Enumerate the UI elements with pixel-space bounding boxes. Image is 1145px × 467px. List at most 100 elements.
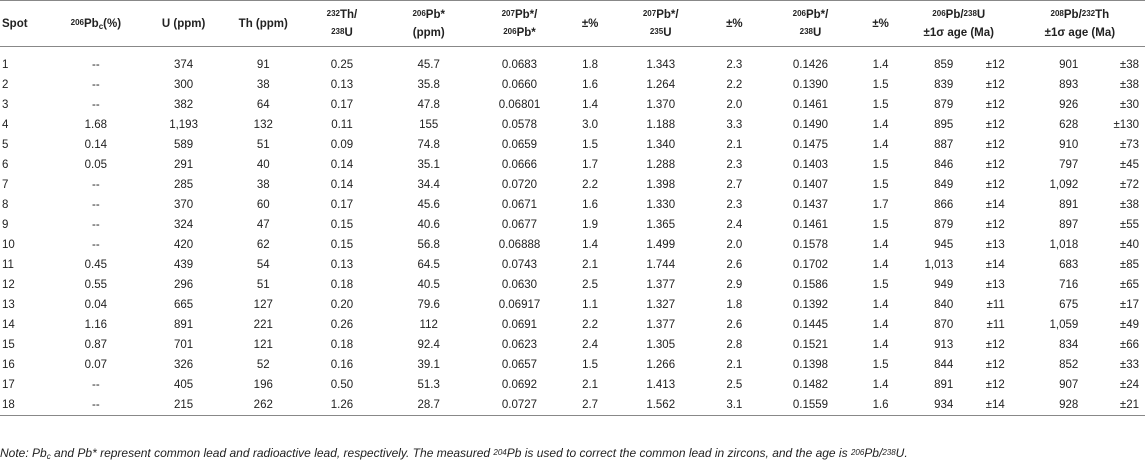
cell-pbc-percent: -- [50, 394, 142, 416]
cell-error-2: 2.9 [726, 278, 743, 291]
cell-spot: 10 [2, 238, 15, 251]
cell-th-ppm: 132 [253, 118, 273, 131]
cell-th-ppm: 127 [253, 298, 273, 311]
table-row: 3 -- 382 64 0.17 47.8 0.06801 1.4 1.370 2.0 0.1461… [0, 95, 1145, 115]
table-row: 10 -- 420 62 0.15 56.8 0.06888 1.4 1.499 2.0 0.157… [0, 235, 1145, 255]
cell-th-u-ratio: 0.11 [331, 118, 353, 131]
cell-age-206-238-error: ±12 [985, 378, 1005, 391]
cell-age-206-238-error: ±12 [985, 358, 1005, 371]
cell-pb206-u238: 0.1461 [792, 218, 829, 231]
cell-pb206-ppm: 45.7 [417, 58, 440, 71]
cell-pb207-u235: 1.413 [646, 378, 676, 391]
cell-pb206-u238: 0.1702 [792, 258, 829, 271]
cell-age-206-238: 879 [934, 98, 954, 111]
table-spacer-row [0, 47, 1145, 55]
cell-th-u-ratio: 0.17 [330, 198, 354, 211]
cell-pb206-ppm: 40.6 [417, 218, 440, 231]
cell-spot: 14 [2, 318, 15, 331]
cell-age-206-238: 945 [934, 238, 954, 251]
cell-th-u-ratio: 1.26 [300, 394, 384, 416]
cell-th-u-ratio: 0.13 [330, 258, 354, 271]
cell-age-208-232-error: ±33 [1119, 358, 1139, 371]
cell-pb207-u235: 1.365 [646, 218, 676, 231]
table-row: 15 0.87 701 121 0.18 92.4 0.0623 2.4 1.305 2.8 0.1… [0, 335, 1145, 355]
cell-pb206-u238: 0.1461 [792, 98, 829, 111]
cell-pb206-u238: 0.1482 [792, 378, 829, 391]
cell-age-206-238-error: ±12 [985, 138, 1005, 151]
cell-pb206-u238: 0.1578 [792, 238, 829, 251]
cell-age-208-232-error: ±38 [1119, 78, 1139, 91]
cell-error-2: 2.4 [726, 218, 743, 231]
cell-th-u-ratio: 0.25 [330, 58, 354, 71]
cell-pbc-percent: -- [91, 178, 100, 191]
cell-age-208-232-error: ±40 [1119, 238, 1139, 251]
cell-th-ppm: 51 [256, 138, 270, 151]
cell-age-208-232: 683 [1059, 258, 1079, 271]
table-row: 16 0.07 326 52 0.16 39.1 0.0657 1.5 1.266 2.1 0.13… [0, 355, 1145, 375]
cell-spot: 6 [2, 158, 9, 171]
cell-pb206-u238: 0.1490 [792, 118, 829, 131]
cell-u-ppm: 420 [173, 238, 194, 251]
cell-pb206-ppm: 34.4 [417, 178, 440, 191]
cell-age-206-238-error: ±13 [985, 238, 1005, 251]
cell-error-1: 2.7 [564, 394, 616, 416]
cell-age-206-238: 859 [934, 58, 954, 71]
cell-age-206-238-error: ±12 [985, 78, 1005, 91]
cell-age-206-238: 949 [934, 278, 954, 291]
header-error-2: ±% [706, 0, 763, 47]
table-header-row: Spot 206Pbc(%) U (ppm) Th (ppm) 232Th/23… [0, 0, 1145, 47]
cell-th-u-ratio: 0.50 [330, 378, 354, 391]
cell-pb206-u238: 0.1559 [762, 394, 859, 416]
cell-th-u-ratio: 0.18 [330, 278, 354, 291]
cell-error-1: 1.6 [582, 78, 599, 91]
header-age-208-232: 208Pb/232Th ±1σ age (Ma) [1014, 0, 1145, 47]
cell-pbc-percent: 1.16 [84, 318, 108, 331]
cell-age-208-232: 901 [1059, 58, 1079, 71]
cell-error-3: 1.4 [872, 118, 889, 131]
cell-pb207-pb206: 0.0666 [501, 158, 538, 171]
cell-error-3: 1.4 [872, 58, 889, 71]
cell-th-ppm: 47 [256, 218, 270, 231]
cell-th-u-ratio: 0.17 [330, 98, 354, 111]
cell-error-2: 2.0 [726, 98, 743, 111]
header-pb206-u238: 206Pb*/238U [762, 0, 859, 47]
cell-spot: 12 [2, 278, 15, 291]
cell-error-1: 2.4 [582, 338, 599, 351]
cell-error-2: 2.3 [726, 158, 743, 171]
cell-th-ppm: 221 [253, 318, 273, 331]
cell-error-1: 1.8 [582, 58, 599, 71]
cell-age-206-238: 1,013 [924, 258, 954, 271]
cell-error-1: 1.9 [582, 218, 599, 231]
cell-pb207-u235: 1.377 [646, 278, 676, 291]
cell-age-206-238: 879 [934, 218, 954, 231]
cell-spot: 8 [2, 198, 9, 211]
cell-pb206-ppm: 155 [419, 118, 439, 131]
cell-spot: 2 [2, 78, 9, 91]
cell-th-ppm: 64 [256, 98, 270, 111]
cell-error-3: 1.5 [872, 178, 889, 191]
cell-error-1: 2.1 [582, 378, 599, 391]
cell-th-ppm: 262 [225, 394, 301, 416]
cell-pbc-percent: -- [91, 218, 100, 231]
cell-pb207-u235: 1.562 [615, 394, 707, 416]
cell-pb207-u235: 1.370 [646, 98, 676, 111]
cell-pbc-percent: 0.04 [84, 298, 108, 311]
cell-age-208-232-error: ±85 [1119, 258, 1139, 271]
cell-error-2: 2.1 [726, 138, 743, 151]
table-row: 2 -- 300 38 0.13 35.8 0.0660 1.6 1.264 2.2 0.1390 1… [0, 75, 1145, 95]
cell-th-ppm: 62 [256, 238, 270, 251]
cell-error-3: 1.4 [872, 258, 889, 271]
cell-spot: 11 [2, 258, 14, 271]
cell-age-208-232: 1,018 [1049, 238, 1079, 251]
cell-th-u-ratio: 0.14 [330, 178, 354, 191]
cell-error-3: 1.4 [872, 238, 889, 251]
cell-age-206-238-error: ±11 [986, 298, 1005, 311]
cell-error-2: 2.0 [726, 238, 743, 251]
cell-pb207-u235: 1.288 [646, 158, 676, 171]
cell-spot: 4 [2, 118, 9, 131]
cell-error-3: 1.4 [872, 378, 889, 391]
header-age-206-238: 206Pb/238U ±1σ age (Ma) [902, 0, 1015, 47]
cell-pb207-pb206: 0.0660 [501, 78, 538, 91]
cell-pb207-pb206: 0.0743 [501, 258, 538, 271]
cell-pb206-u238: 0.1403 [792, 158, 829, 171]
